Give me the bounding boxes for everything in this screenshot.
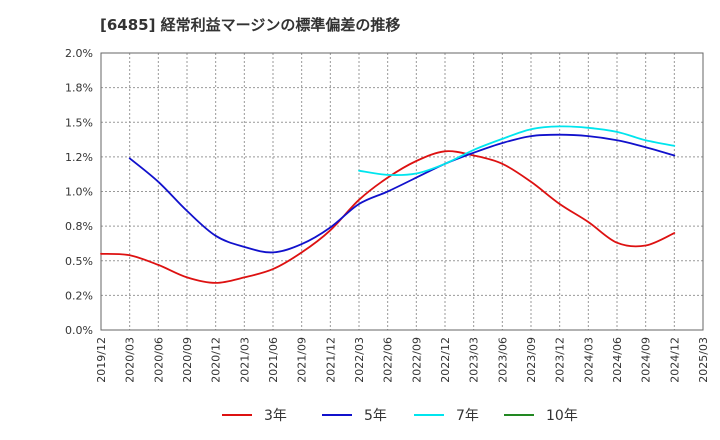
x-tick-label: 2023/12 xyxy=(554,337,567,383)
x-tick-label: 2022/03 xyxy=(353,337,366,383)
legend-label: 7年 xyxy=(456,408,479,424)
y-tick-label: 0.2% xyxy=(65,289,93,302)
series-line-0 xyxy=(100,150,676,284)
y-tick-label: 1.5% xyxy=(65,116,93,129)
x-tick-label: 2024/09 xyxy=(640,337,653,383)
x-tick-label: 2024/12 xyxy=(668,337,681,383)
y-tick-label: 2.0% xyxy=(65,47,93,60)
x-tick-label: 2024/03 xyxy=(582,337,595,383)
legend-label: 5年 xyxy=(364,408,387,424)
legend-label: 10年 xyxy=(546,408,578,424)
x-tick-label: 2021/12 xyxy=(324,337,337,383)
x-tick-label: 2020/03 xyxy=(124,337,137,383)
x-tick-label: 2022/12 xyxy=(439,337,452,383)
x-tick-label: 2019/12 xyxy=(95,337,108,383)
legend-label: 3年 xyxy=(264,408,287,424)
x-tick-label: 2020/06 xyxy=(152,337,165,383)
y-tick-label: 0.8% xyxy=(65,220,93,233)
y-tick-label: 0.0% xyxy=(65,324,93,337)
x-tick-label: 2024/06 xyxy=(611,337,624,383)
x-tick-label: 2022/06 xyxy=(382,337,395,383)
x-tick-label: 2021/03 xyxy=(238,337,251,383)
x-tick-label: 2021/06 xyxy=(267,337,280,383)
x-tick-label: 2023/09 xyxy=(525,337,538,383)
y-tick-label: 1.2% xyxy=(65,151,93,164)
y-tick-label: 1.0% xyxy=(65,186,93,199)
x-tick-label: 2021/09 xyxy=(296,337,309,383)
x-tick-label: 2020/12 xyxy=(210,337,223,383)
chart-title: [6485] 経常利益マージンの標準偏差の推移 xyxy=(100,16,401,34)
x-tick-label: 2020/09 xyxy=(181,337,194,383)
x-tick-label: 2022/09 xyxy=(410,337,423,383)
series-line-1 xyxy=(128,133,676,254)
x-tick-label: 2023/06 xyxy=(496,337,509,383)
plot-frame xyxy=(100,52,704,331)
y-tick-label: 0.5% xyxy=(65,255,93,268)
y-tick-label: 1.8% xyxy=(65,82,93,95)
x-tick-label: 2023/03 xyxy=(468,337,481,383)
series-line-2 xyxy=(358,125,676,177)
x-tick-label: 2025/03 xyxy=(697,337,710,383)
